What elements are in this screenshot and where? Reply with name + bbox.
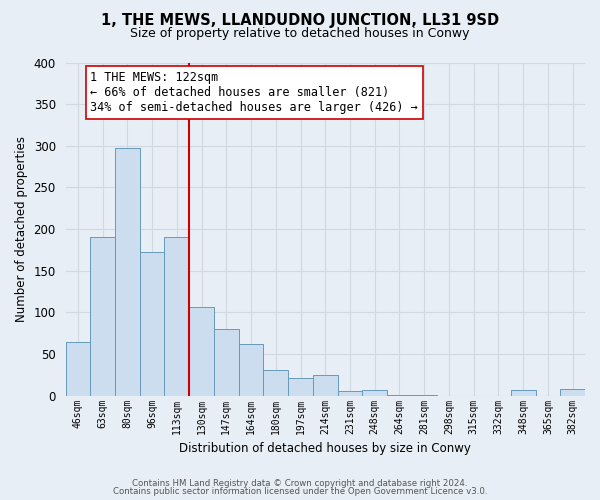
Bar (115, 148, 140, 396)
Text: 1 THE MEWS: 122sqm
← 66% of detached houses are smaller (821)
34% of semi-detach: 1 THE MEWS: 122sqm ← 66% of detached hou… (90, 71, 418, 114)
Y-axis label: Number of detached properties: Number of detached properties (15, 136, 28, 322)
Text: Size of property relative to detached houses in Conwy: Size of property relative to detached ho… (130, 28, 470, 40)
Bar (189, 308, 214, 396)
Text: Contains HM Land Registry data © Crown copyright and database right 2024.: Contains HM Land Registry data © Crown c… (132, 478, 468, 488)
Text: Contains public sector information licensed under the Open Government Licence v3: Contains public sector information licen… (113, 487, 487, 496)
Bar (288, 378, 313, 396)
Bar (239, 344, 263, 396)
Bar (263, 370, 288, 396)
Bar (164, 238, 189, 396)
Bar (140, 252, 164, 396)
Bar (90, 238, 115, 396)
Bar (560, 389, 585, 396)
Text: 1, THE MEWS, LLANDUDNO JUNCTION, LL31 9SD: 1, THE MEWS, LLANDUDNO JUNCTION, LL31 9S… (101, 12, 499, 28)
Bar (214, 329, 239, 396)
Bar (313, 375, 338, 396)
Bar (412, 395, 437, 396)
Bar (387, 395, 412, 396)
Bar (338, 390, 362, 396)
Bar (65, 342, 90, 396)
Bar (362, 390, 387, 396)
Bar (511, 390, 536, 396)
X-axis label: Distribution of detached houses by size in Conwy: Distribution of detached houses by size … (179, 442, 471, 455)
